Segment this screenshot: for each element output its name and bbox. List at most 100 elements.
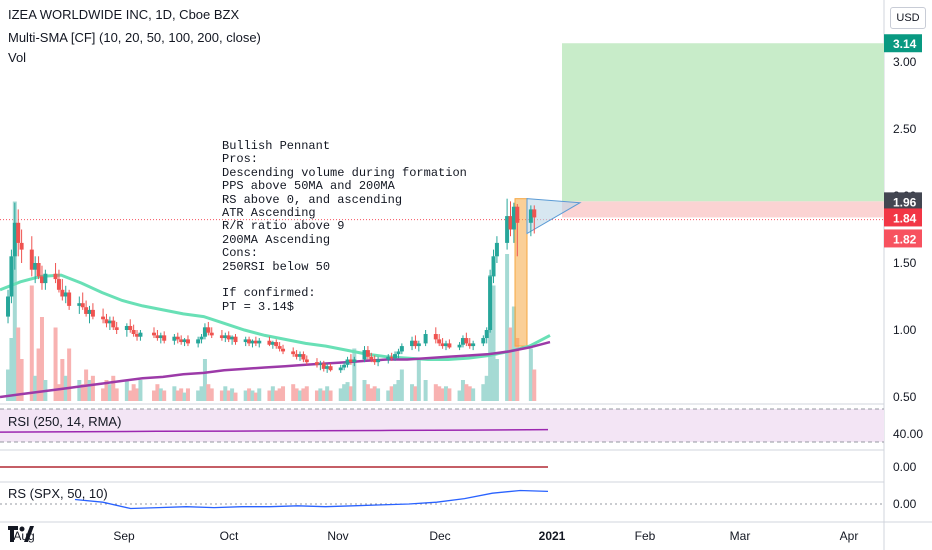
candle-body	[515, 206, 520, 223]
time-axis-label: Apr	[840, 529, 859, 543]
volume-bar	[247, 388, 252, 401]
volume-bar	[114, 388, 119, 401]
note-line: ATR Ascending	[222, 206, 316, 221]
time-axis-label: 2021	[539, 529, 566, 543]
volume-bar	[257, 388, 262, 401]
volume-bar	[175, 390, 180, 401]
candle-body	[233, 336, 238, 343]
volume-bar	[270, 386, 275, 401]
stop-zone	[562, 201, 884, 218]
volume-bar	[219, 390, 224, 401]
volume-bar	[131, 384, 136, 401]
rsi-line	[0, 428, 549, 433]
volume-bar	[345, 382, 350, 401]
volume-bar	[277, 388, 282, 401]
candle-body	[87, 309, 92, 314]
candle-body	[325, 366, 330, 369]
volume-bar	[179, 388, 184, 401]
volume-bar	[314, 390, 319, 401]
volume-bar	[152, 390, 157, 401]
volume-bar	[416, 359, 421, 401]
candle-body	[447, 343, 452, 348]
candle-body	[484, 330, 489, 339]
volume-bar	[369, 388, 374, 401]
candle-body	[471, 343, 476, 347]
candle-body	[219, 335, 224, 339]
volume-bar	[528, 348, 533, 401]
volume-bar	[9, 338, 14, 401]
note-line: PT = 3.14$	[222, 299, 295, 314]
volume-bar	[87, 380, 92, 401]
candle-body	[376, 359, 381, 363]
rsi-legend[interactable]: RSI (250, 14, RMA)	[8, 414, 122, 429]
volume-bar	[447, 388, 452, 401]
candle-body	[488, 276, 493, 330]
price-tick-label: 1.00	[893, 323, 917, 337]
volume-bar	[304, 386, 309, 401]
price-badge-label: 1.84	[893, 211, 917, 225]
volume-bar	[301, 388, 306, 401]
volume-bar	[230, 388, 235, 401]
rs-line	[74, 489, 549, 510]
volume-bar	[202, 359, 207, 401]
volume-bar	[460, 380, 465, 401]
note-line: 250RSI below 50	[222, 259, 331, 274]
sma-legend[interactable]: Multi-SMA [CF] (10, 20, 50, 100, 200, cl…	[8, 30, 261, 45]
volume-bar	[437, 386, 442, 401]
price-tick-label: 0.50	[893, 390, 917, 404]
time-axis-label: Oct	[220, 529, 239, 543]
volume-bar	[342, 384, 347, 401]
rs-legend[interactable]: RS (SPX, 50, 10)	[8, 486, 108, 501]
panel-tick-label: 0.00	[893, 497, 917, 511]
candle-body	[511, 206, 516, 230]
tradingview-logo-icon[interactable]	[8, 526, 34, 542]
candle-body	[304, 359, 309, 363]
volume-bar	[182, 392, 187, 401]
volume-bar	[243, 390, 248, 401]
symbol-title[interactable]: IZEA WORLDWIDE INC, 1D, Cboe BZX	[8, 7, 240, 22]
candle-body	[175, 336, 180, 340]
note-line: R/R ratio above 9	[222, 219, 345, 234]
volume-bar	[158, 388, 163, 401]
volume-legend[interactable]: Vol	[8, 50, 27, 65]
candle-body	[6, 296, 11, 317]
volume-bar	[90, 375, 95, 401]
volume-bar	[101, 388, 106, 401]
rsi-band	[0, 409, 884, 442]
note-line: Cons:	[222, 246, 259, 261]
candle-body	[185, 339, 190, 344]
candle-body	[257, 340, 262, 344]
pennant-flagpole-box	[514, 198, 528, 347]
note-line	[222, 274, 467, 287]
pennant-note[interactable]: Bullish Pennant Pros: Descending volume du…	[222, 139, 467, 314]
price-badge	[884, 229, 922, 248]
candle-body	[491, 256, 496, 277]
volume-bar	[399, 369, 404, 401]
candle-body	[348, 359, 353, 363]
volume-bar	[33, 375, 38, 401]
note-line: If confirmed:	[222, 286, 316, 301]
volume-bar	[162, 390, 167, 401]
volume-bar	[443, 386, 448, 401]
candle-body	[352, 359, 357, 363]
volume-bar	[80, 384, 85, 401]
volume-bar	[253, 392, 258, 401]
volume-bar	[53, 327, 58, 401]
candle-body	[206, 327, 211, 333]
volume-bar	[365, 384, 370, 401]
volume-bar	[386, 390, 391, 401]
volume-bar	[12, 201, 17, 401]
candle-body	[440, 343, 445, 347]
panel-tick-label: 0.00	[893, 460, 917, 474]
candle-body	[209, 332, 214, 336]
sma-slow-line	[0, 340, 551, 399]
volume-bar	[325, 386, 330, 401]
volume-bar	[328, 390, 333, 401]
candle-body	[131, 330, 136, 335]
candle-body	[321, 363, 326, 369]
currency-button[interactable]: USD	[890, 7, 926, 29]
volume-bar	[223, 386, 228, 401]
candle-body	[101, 316, 106, 320]
candle-body	[179, 339, 184, 343]
